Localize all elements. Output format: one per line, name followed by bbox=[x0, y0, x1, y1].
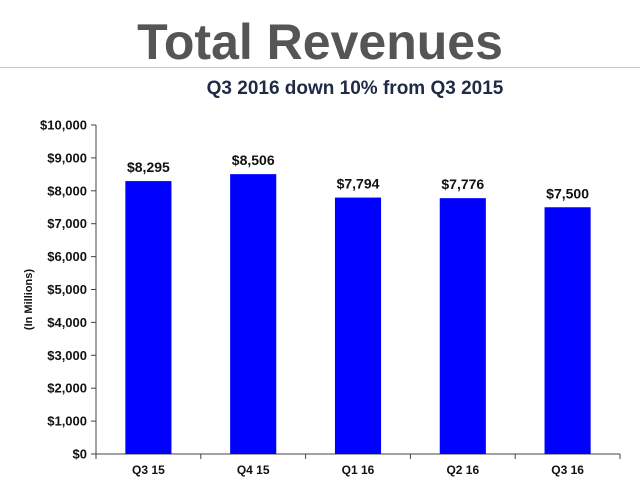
x-tick-label: Q3 16 bbox=[551, 463, 584, 477]
y-tick-label: $4,000 bbox=[47, 315, 87, 330]
x-tick-label: Q3 15 bbox=[132, 463, 165, 477]
bar bbox=[544, 207, 591, 454]
bar-value-label: $8,506 bbox=[232, 152, 275, 168]
y-tick-label: $0 bbox=[73, 447, 87, 462]
bar bbox=[439, 198, 486, 454]
y-tick-label: $3,000 bbox=[47, 348, 87, 363]
bar-value-label: $8,295 bbox=[127, 159, 170, 175]
x-tick-label: Q2 16 bbox=[446, 463, 479, 477]
y-tick-label: $5,000 bbox=[47, 282, 87, 297]
x-tick-label: Q1 16 bbox=[342, 463, 375, 477]
bar-value-label: $7,794 bbox=[337, 176, 380, 192]
bar bbox=[125, 181, 172, 455]
y-tick-label: $2,000 bbox=[47, 381, 87, 396]
y-axis-title: (In Millions) bbox=[23, 269, 35, 330]
chart-title: Total Revenues bbox=[137, 14, 503, 70]
bar bbox=[230, 174, 277, 455]
y-tick-label: $8,000 bbox=[47, 183, 87, 198]
title-divider bbox=[0, 67, 640, 68]
bars bbox=[125, 174, 591, 455]
chart-subtitle: Q3 2016 down 10% from Q3 2015 bbox=[206, 78, 504, 99]
y-axis: $0 $1,000 $2,000 $3,000 $4,000 $5,000 $6,000 $7… bbox=[40, 118, 97, 462]
data-labels: $8,295 $8,506 $7,794 $7,776 $7,500 bbox=[127, 152, 589, 201]
y-tick-label: $9,000 bbox=[47, 150, 87, 165]
bar bbox=[334, 197, 382, 454]
bar-value-label: $7,500 bbox=[546, 185, 589, 201]
bar-value-label: $7,776 bbox=[441, 176, 484, 192]
y-tick-label: $1,000 bbox=[47, 414, 87, 429]
y-tick-label: $6,000 bbox=[47, 249, 87, 264]
x-axis: Q3 15 Q4 15 Q1 16 Q2 16 Q3 16 bbox=[95, 453, 621, 477]
x-tick-label: Q4 15 bbox=[237, 463, 270, 477]
y-tick-label: $10,000 bbox=[40, 118, 87, 133]
y-tick-label: $7,000 bbox=[47, 216, 87, 231]
